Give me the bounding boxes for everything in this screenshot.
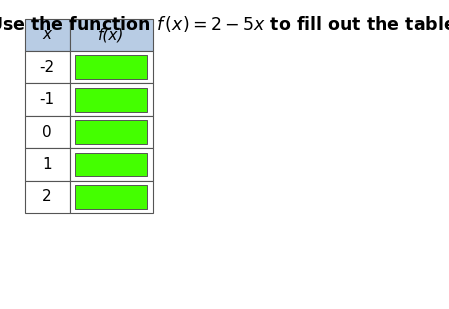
Bar — [25, 83, 70, 116]
Text: 1: 1 — [42, 157, 52, 172]
Bar — [70, 19, 153, 51]
Bar — [75, 185, 147, 209]
Bar — [25, 19, 70, 51]
Bar — [25, 116, 70, 148]
Text: -2: -2 — [40, 60, 55, 75]
Bar — [70, 148, 153, 181]
Text: x: x — [43, 27, 52, 42]
Bar — [75, 55, 147, 79]
Bar — [70, 181, 153, 213]
Bar — [75, 88, 147, 112]
Bar — [75, 120, 147, 144]
Bar — [70, 51, 153, 83]
Text: 2: 2 — [42, 189, 52, 205]
Bar — [70, 116, 153, 148]
Bar — [75, 153, 147, 176]
Text: Use the function $f\,(x) = 2 - 5x$ to fill out the table.: Use the function $f\,(x) = 2 - 5x$ to fi… — [0, 14, 449, 34]
Text: 0: 0 — [42, 125, 52, 140]
Bar — [25, 51, 70, 83]
Bar — [25, 181, 70, 213]
Bar — [70, 83, 153, 116]
Bar — [25, 148, 70, 181]
Text: f(x): f(x) — [98, 27, 124, 42]
Text: -1: -1 — [40, 92, 55, 107]
